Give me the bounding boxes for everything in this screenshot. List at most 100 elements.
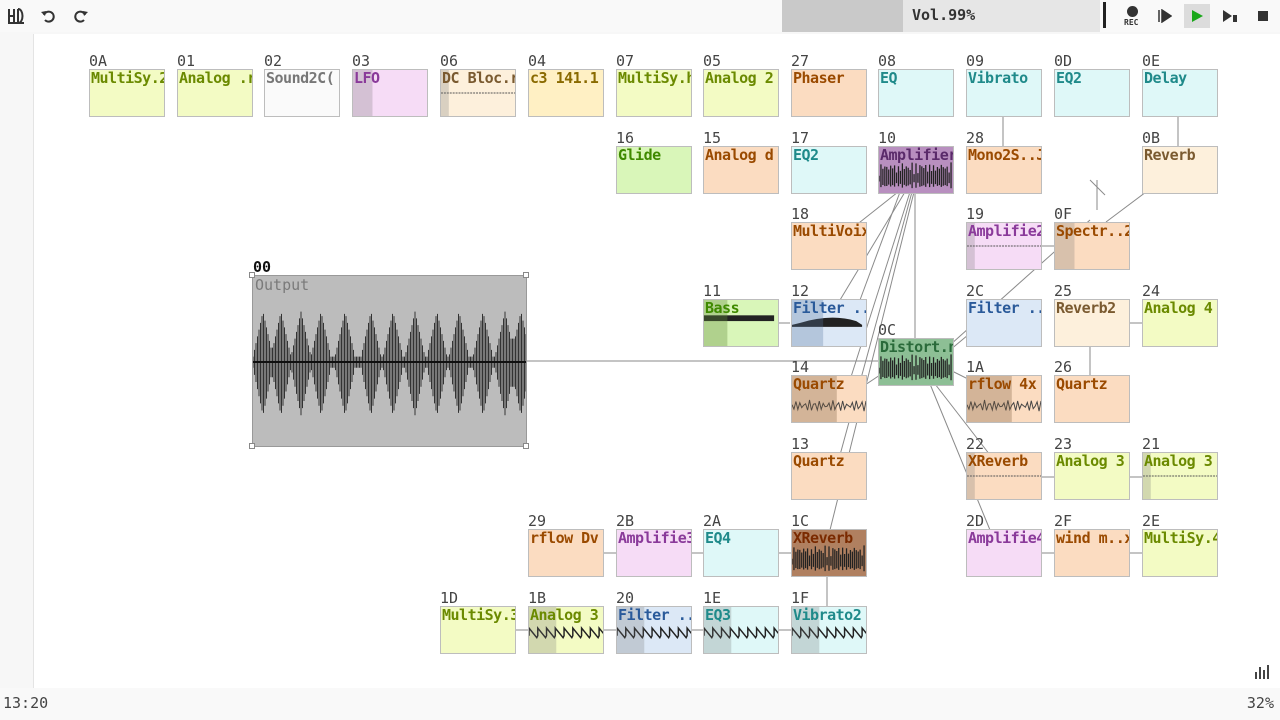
module-06[interactable]: DC Bloc.r (440, 69, 516, 117)
module-20[interactable]: Filter ..2 (616, 606, 692, 654)
module-id: 0F (1054, 205, 1073, 223)
module-1b[interactable]: Analog 3 (528, 606, 604, 654)
module-1a[interactable]: rflow 4x (966, 375, 1042, 423)
module-10[interactable]: Amplifier (878, 146, 954, 194)
module-scope (617, 607, 691, 653)
module-id: 2D (966, 512, 985, 530)
module-id: 10 (878, 129, 897, 147)
output-module[interactable]: Output (252, 275, 527, 447)
resize-handle[interactable] (249, 443, 255, 449)
module-26[interactable]: Quartz (1054, 375, 1130, 423)
module-2f[interactable]: wind m..x (1054, 529, 1130, 577)
module-11[interactable]: Bass (703, 299, 779, 347)
module-21[interactable]: Analog 3 (1142, 452, 1218, 500)
module-id: 01 (177, 52, 196, 70)
module-name: Amplifie4 (968, 529, 1042, 547)
module-id: 1D (440, 589, 459, 607)
module-name: Quartz (793, 375, 845, 393)
module-name: EQ (880, 69, 898, 87)
module-23[interactable]: Analog 3 (1054, 452, 1130, 500)
module-0f[interactable]: Spectr..2 (1054, 222, 1130, 270)
module-0e[interactable]: Delay (1142, 69, 1218, 117)
module-name: Glide (618, 146, 661, 164)
module-19[interactable]: Amplifie2 (966, 222, 1042, 270)
module-13[interactable]: Quartz (791, 452, 867, 500)
levels-icon[interactable] (1250, 660, 1276, 684)
module-28[interactable]: Mono2S..J (966, 146, 1042, 194)
module-name: Phaser (793, 69, 845, 87)
redo-icon[interactable] (68, 4, 94, 28)
module-name: Analog .r (179, 69, 253, 87)
stop-button[interactable] (1250, 4, 1276, 28)
module-16[interactable]: Glide (616, 146, 692, 194)
module-id: 05 (703, 52, 722, 70)
module-name: EQ2 (793, 146, 819, 164)
module-12[interactable]: Filter ..o (791, 299, 867, 347)
module-name: MultiSy.3 (442, 606, 516, 624)
module-name: EQ4 (705, 529, 731, 547)
module-17[interactable]: EQ2 (791, 146, 867, 194)
module-18[interactable]: MultiVoix (791, 222, 867, 270)
module-03[interactable]: LFO (352, 69, 428, 117)
module-scope (1143, 453, 1217, 499)
module-07[interactable]: MultiSy.h (616, 69, 692, 117)
module-2e[interactable]: MultiSy.4 (1142, 529, 1218, 577)
module-name: EQ2 (1056, 69, 1082, 87)
play-pattern-icon (1223, 10, 1237, 22)
volume-slider[interactable] (782, 0, 1100, 32)
module-1d[interactable]: MultiSy.3 (440, 606, 516, 654)
module-04[interactable]: c3 141.1 (528, 69, 604, 117)
module-15[interactable]: Analog d (703, 146, 779, 194)
module-name: Amplifier (880, 146, 954, 164)
module-name: Analog 3 (530, 606, 599, 624)
module-0b[interactable]: Reverb (1142, 146, 1218, 194)
play-pattern-button[interactable] (1217, 4, 1243, 28)
module-scope (792, 300, 863, 346)
record-button[interactable]: REC (1122, 4, 1144, 30)
module-2a[interactable]: EQ4 (703, 529, 779, 577)
play-from-start-button[interactable] (1184, 4, 1210, 28)
module-02[interactable]: Sound2C( (264, 69, 340, 117)
module-22[interactable]: XReverb (966, 452, 1042, 500)
module-name: Spectr..2 (1056, 222, 1130, 240)
module-01[interactable]: Analog .r (177, 69, 253, 117)
module-id: 18 (791, 205, 810, 223)
module-id: 25 (1054, 282, 1073, 300)
module-27[interactable]: Phaser (791, 69, 867, 117)
module-05[interactable]: Analog 2 (703, 69, 779, 117)
module-2b[interactable]: Amplifie3 (616, 529, 692, 577)
module-08[interactable]: EQ (878, 69, 954, 117)
module-id: 23 (1054, 435, 1073, 453)
undo-icon[interactable] (35, 4, 61, 28)
module-25[interactable]: Reverb2 (1054, 299, 1130, 347)
module-09[interactable]: Vibrato (966, 69, 1042, 117)
module-2d[interactable]: Amplifie4 (966, 529, 1042, 577)
module-1e[interactable]: EQ3 (703, 606, 779, 654)
module-2c[interactable]: Filter ..3 (966, 299, 1042, 347)
module-id: 17 (791, 129, 810, 147)
module-id: 11 (703, 282, 722, 300)
app-logo-icon[interactable] (3, 4, 29, 28)
resize-handle[interactable] (249, 272, 255, 278)
module-id: 1C (791, 512, 810, 530)
module-id: 06 (440, 52, 459, 70)
module-name: Filter ..2 (618, 606, 691, 624)
module-1c[interactable]: XReverb (791, 529, 867, 577)
module-14[interactable]: Quartz (791, 375, 867, 423)
zoom-label[interactable]: 32% (1246, 694, 1274, 712)
module-id: 29 (528, 512, 547, 530)
resize-handle[interactable] (523, 272, 529, 278)
volume-meter (1102, 0, 1108, 32)
module-scope (1055, 223, 1075, 269)
module-name: Mono2S..J (968, 146, 1042, 164)
module-name: XReverb (793, 529, 853, 547)
resize-handle[interactable] (523, 443, 529, 449)
module-1f[interactable]: Vibrato2 (791, 606, 867, 654)
module-workspace[interactable] (33, 34, 1280, 688)
module-0a[interactable]: MultiSy.2 (89, 69, 165, 117)
module-0d[interactable]: EQ2 (1054, 69, 1130, 117)
play-button[interactable] (1152, 4, 1178, 28)
module-29[interactable]: rflow Dv (528, 529, 604, 577)
module-0c[interactable]: Distort.n (878, 338, 954, 386)
module-24[interactable]: Analog 4 (1142, 299, 1218, 347)
